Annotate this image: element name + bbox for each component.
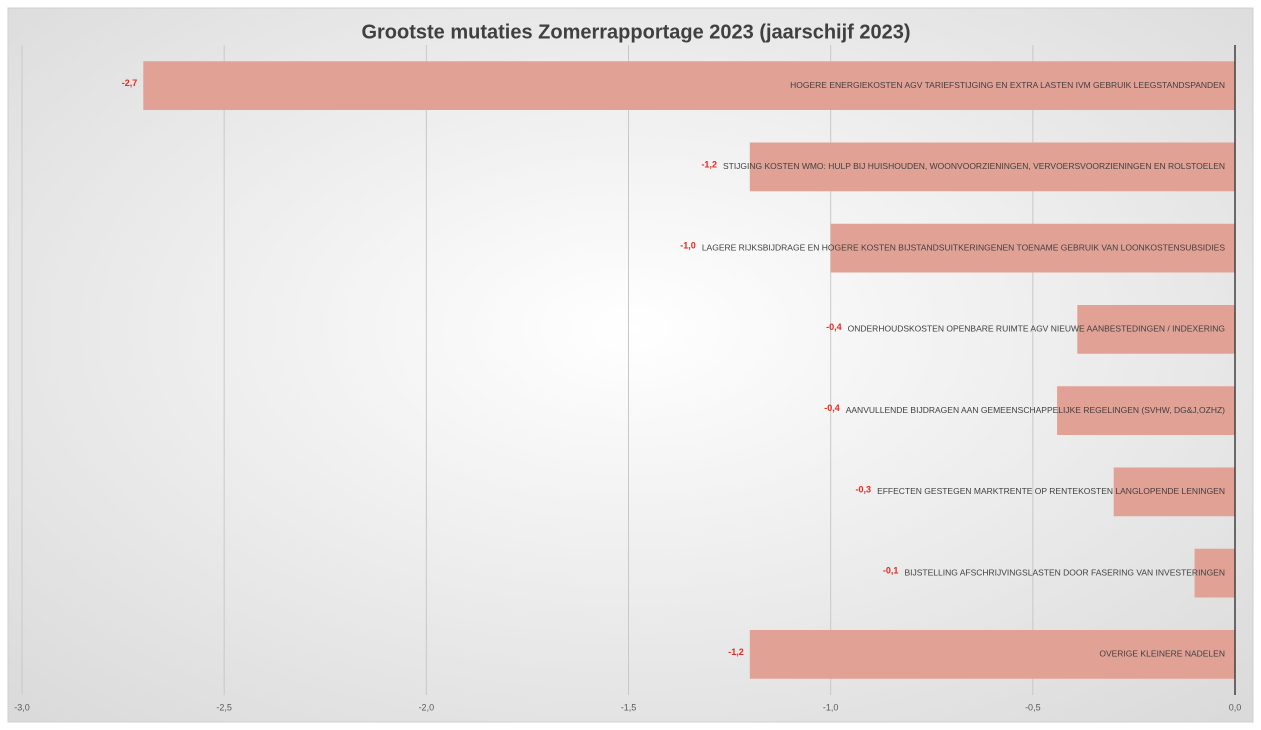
- bar: [749, 142, 1235, 192]
- category-label: OVERIGE KLEINERE NADELEN: [1099, 649, 1225, 659]
- data-label: -1,0: [680, 241, 696, 251]
- x-tick-label: -1,5: [621, 702, 637, 712]
- x-tick-label: -2,5: [216, 702, 232, 712]
- category-label: BIJSTELLING AFSCHRIJVINGSLASTEN DOOR FAS…: [904, 567, 1225, 577]
- bar: [830, 223, 1235, 273]
- bar: [749, 630, 1235, 679]
- bar: [1113, 467, 1235, 517]
- category-label: HOGERE ENERGIEKOSTEN AGV TARIEFSTIJGING …: [790, 80, 1225, 90]
- chart-background: [7, 7, 1254, 723]
- x-tick-label: -0,5: [1025, 702, 1041, 712]
- chart-title: Grootste mutaties Zomerrapportage 2023 (…: [361, 21, 910, 43]
- data-label: -1,2: [728, 647, 744, 657]
- x-tick-label: -1,0: [823, 702, 839, 712]
- category-label: AANVULLENDE BIJDRAGEN AAN GEMEENSCHAPPEL…: [846, 405, 1225, 415]
- x-tick-label: -2,0: [419, 702, 435, 712]
- data-label: -0,4: [826, 322, 842, 332]
- x-tick-label: -3,0: [14, 702, 30, 712]
- category-label: EFFECTEN GESTEGEN MARKTRENTE OP RENTEKOS…: [877, 486, 1225, 496]
- bar: [1057, 386, 1235, 435]
- bar: [1077, 305, 1235, 354]
- bar: [143, 61, 1235, 110]
- data-label: -0,3: [856, 484, 872, 494]
- data-label: -1,2: [701, 159, 717, 169]
- category-label: ONDERHOUDSKOSTEN OPENBARE RUIMTE AGV NIE…: [848, 324, 1225, 334]
- data-label: -0,1: [883, 566, 899, 576]
- bar: [1194, 548, 1235, 598]
- category-label: LAGERE RIJKSBIJDRAGE EN HOGERE KOSTEN BI…: [702, 242, 1226, 252]
- data-label: -2,7: [122, 78, 138, 88]
- x-tick-label: 0,0: [1229, 702, 1242, 712]
- data-label: -0,4: [824, 403, 840, 413]
- category-label: STIJGING KOSTEN WMO: HULP BIJ HUISHOUDEN…: [723, 161, 1225, 171]
